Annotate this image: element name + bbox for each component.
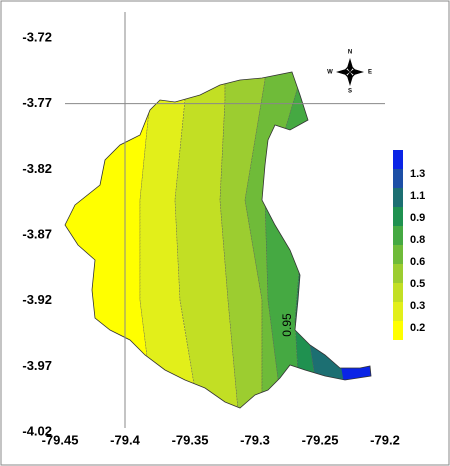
legend-label: 1.3 (410, 168, 425, 180)
legend-label: 0.8 (410, 234, 425, 246)
compass-s: S (348, 89, 352, 95)
legend-label: 1.1 (410, 190, 425, 202)
legend-swatch (393, 188, 403, 207)
y-tick-label: -3.97 (22, 358, 52, 373)
legend-swatch (393, 150, 403, 169)
legend-label: 0.6 (410, 256, 425, 268)
legend-swatch (393, 169, 403, 188)
legend-label: 0.3 (410, 300, 425, 312)
y-tick-label: -3.92 (22, 292, 52, 307)
y-tick-label: -3.77 (22, 95, 52, 110)
compass-e: E (368, 70, 372, 76)
legend: 0.2 0.3 0.5 0.6 0.8 0.9 1.1 1.3 (393, 150, 425, 340)
y-tick-label: -3.87 (22, 226, 52, 241)
x-tick-label: -79.3 (240, 432, 270, 447)
legend-swatch (393, 302, 403, 321)
y-tick-label: -3.82 (22, 161, 52, 176)
legend-swatch (393, 245, 403, 264)
x-tick-label: -79.45 (42, 432, 79, 447)
compass-w: W (327, 70, 333, 76)
y-tick-label: -3.72 (22, 29, 52, 44)
x-tick-label: -79.35 (172, 432, 209, 447)
compass: N S W E (327, 50, 372, 95)
x-tick-label: -79.2 (370, 432, 400, 447)
legend-swatch (393, 226, 403, 245)
contour-band (244, 72, 301, 408)
legend-swatch (393, 321, 403, 340)
legend-swatch (393, 283, 403, 302)
axes: -79.45 -79.4 -79.35 -79.3 -79.25 -79.2 -3.72 -3… (22, 12, 400, 447)
x-tick-label: -79.4 (110, 432, 140, 447)
x-tick-label: -79.25 (302, 432, 339, 447)
legend-label: 0.5 (410, 278, 425, 290)
y-tick-label: -4.02 (22, 423, 52, 438)
contour-label: 0.95 (280, 313, 294, 337)
compass-n: N (348, 50, 352, 56)
legend-label: 0.9 (410, 212, 425, 224)
boundary (64, 71, 372, 409)
legend-swatch (393, 207, 403, 226)
legend-swatch (393, 264, 403, 283)
legend-label: 0.2 (410, 322, 425, 334)
